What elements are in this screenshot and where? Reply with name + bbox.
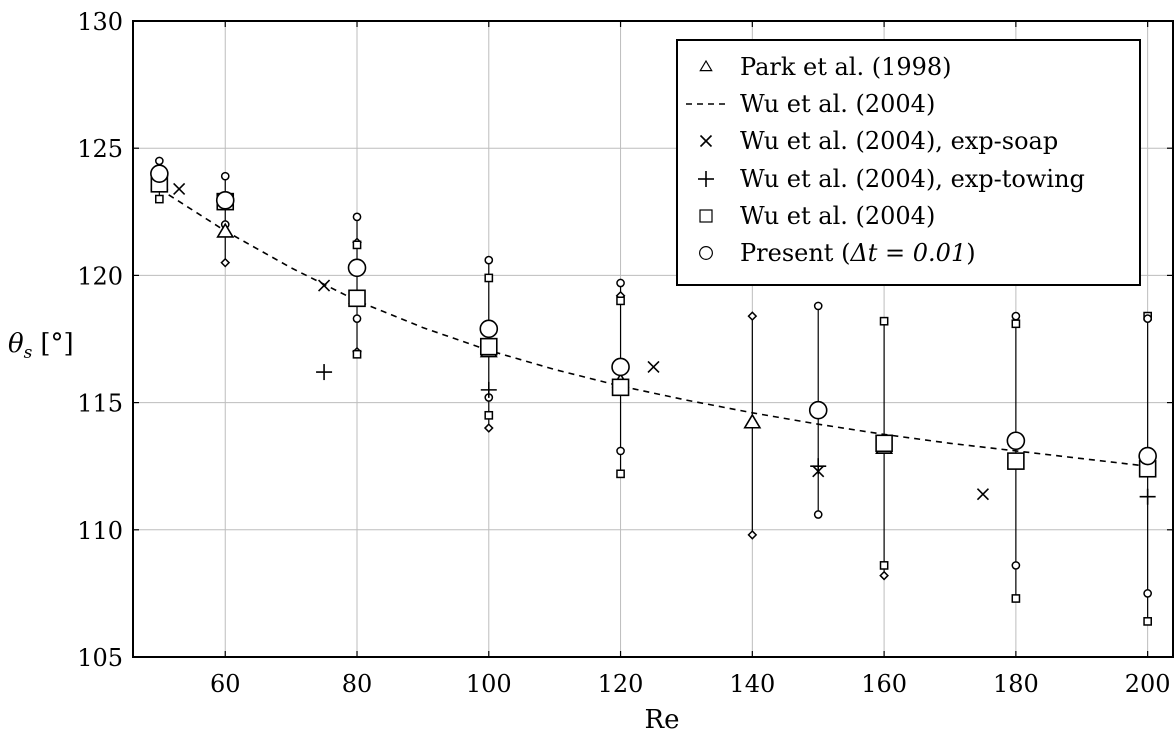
plot-area — [150, 156, 1157, 626]
data-point-circle — [611, 357, 630, 377]
y-tick-label: 105 — [77, 644, 123, 672]
range-end-marker — [616, 296, 625, 306]
axes: 60 80 100 120 140 160 180 200 105 110 115 120 125 130 — [77, 8, 1174, 698]
range-end-marker — [352, 314, 362, 323]
data-point-square — [348, 289, 366, 308]
axes-frame — [132, 20, 1174, 658]
range-end-marker — [1143, 314, 1152, 323]
range-end-marker — [352, 349, 362, 359]
range-end-marker — [352, 240, 362, 250]
range-end-marker — [155, 156, 164, 166]
legend-box — [676, 39, 1141, 286]
legend-label-wu-curve: Wu et al. (2004) — [740, 90, 935, 118]
range-end-marker — [484, 255, 494, 265]
range-end-marker — [352, 212, 362, 222]
x-tick-label: 200 — [1125, 670, 1171, 698]
legend-symbol-circle — [699, 246, 713, 260]
y-tick-label: 110 — [77, 517, 123, 545]
data-point-square — [1007, 452, 1025, 470]
x-stroke — [976, 488, 989, 501]
range-end-marker — [484, 410, 494, 420]
data-point-plus — [316, 364, 333, 381]
x-axis-title: Re — [645, 705, 680, 735]
range-end-marker — [616, 469, 625, 479]
data-point-plus — [810, 458, 827, 475]
legend-symbol-triangle — [699, 59, 713, 72]
range-end-marker — [220, 257, 231, 268]
x-stroke — [699, 134, 713, 148]
data-point-circle — [1138, 446, 1157, 466]
range-end-marker — [616, 278, 625, 288]
y-tick-label: 120 — [77, 262, 123, 290]
range-end-marker — [1011, 594, 1021, 603]
x-tick-label: 160 — [861, 670, 907, 698]
range-end-marker — [813, 301, 823, 311]
y-tick-label: 115 — [77, 390, 123, 418]
range-end-marker — [747, 530, 758, 540]
data-point-circle — [347, 258, 367, 278]
legend-symbols — [686, 59, 727, 260]
data-point-x — [976, 488, 989, 501]
data-point-square — [875, 434, 893, 453]
range-end-marker — [1011, 319, 1021, 329]
data-point-circle — [1006, 431, 1026, 451]
y-tick-label: 125 — [77, 135, 123, 163]
data-point-circle — [479, 319, 499, 339]
data-point-x — [173, 182, 186, 195]
data-point-circle — [215, 191, 235, 210]
y-axis-title: θs [°] — [8, 329, 74, 363]
data-point-square — [611, 378, 630, 397]
legend-label-wu-towing: Wu et al. (2004), exp-towing — [740, 165, 1085, 193]
x-tick-label: 100 — [466, 670, 512, 698]
data-point-triangle — [216, 222, 235, 238]
x-tick-label: 180 — [993, 670, 1039, 698]
x-tick-label: 140 — [729, 670, 775, 698]
data-point-x — [647, 360, 660, 374]
data-point-x — [318, 279, 331, 292]
range-end-marker — [483, 423, 494, 433]
y-tick-label: 130 — [77, 8, 123, 36]
range-end-marker — [813, 510, 823, 519]
legend-label-park: Park et al. (1998) — [740, 53, 952, 81]
data-point-triangle — [743, 413, 762, 429]
data-point-square — [479, 337, 498, 356]
legend-label-wu-soap: Wu et al. (2004), exp-soap — [740, 127, 1058, 155]
x-tick-label: 120 — [598, 670, 644, 698]
data-point-circle — [808, 400, 828, 420]
range-end-marker — [1143, 589, 1152, 598]
data-point-plus — [1139, 488, 1156, 505]
range-end-marker — [879, 316, 889, 326]
data-point-plus — [480, 381, 497, 398]
legend-symbol-square — [699, 209, 713, 223]
range-end-marker — [155, 194, 164, 204]
range-end-marker — [484, 273, 494, 283]
series-line-wu-2004 — [158, 188, 1148, 467]
legend: Park et al. (1998) Wu et al. (2004) Wu e… — [676, 39, 1141, 286]
range-end-marker — [879, 561, 889, 570]
range-end-marker — [220, 171, 230, 181]
range-end-marker — [616, 446, 625, 456]
legend-label-wu-square: Wu et al. (2004) — [740, 202, 935, 230]
legend-label-present: Present (Δt = 0.01) — [740, 239, 976, 267]
legend-symbol-plus — [698, 171, 714, 187]
range-end-marker — [1011, 311, 1021, 321]
x-stroke — [318, 279, 331, 292]
legend-symbol-x — [699, 134, 713, 148]
range-end-marker — [879, 570, 889, 581]
x-tick-label: 60 — [210, 670, 241, 698]
range-end-marker — [1011, 561, 1021, 570]
range-end-marker — [1143, 617, 1152, 626]
x-tick-label: 80 — [342, 670, 373, 698]
data-point-circle — [150, 164, 169, 183]
x-stroke — [173, 182, 186, 195]
x-stroke — [647, 360, 660, 374]
range-end-marker — [747, 311, 758, 321]
